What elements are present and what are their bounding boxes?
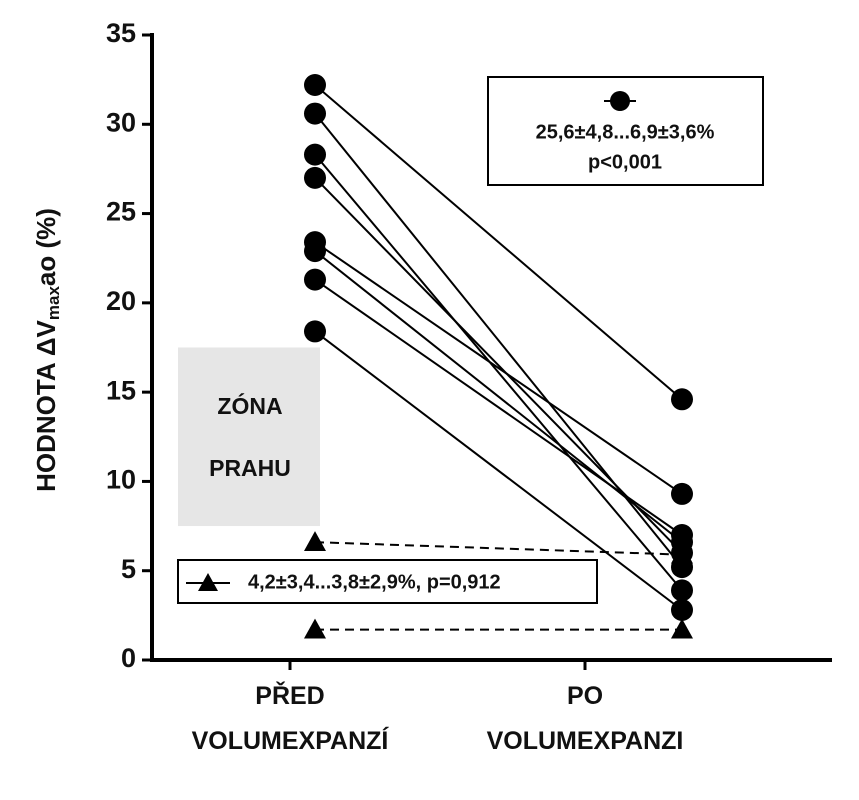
zone-label: ZÓNA [217, 392, 282, 419]
legend-symbol [610, 91, 630, 111]
threshold-zone [178, 347, 320, 527]
pair-line [314, 278, 683, 536]
legend-symbol [198, 573, 218, 591]
point [304, 618, 326, 639]
dashed-line [314, 541, 683, 556]
point [304, 240, 326, 263]
zone [178, 347, 320, 527]
x-tick-label: PŘED VOLUMEXPANZÍ [192, 680, 390, 755]
point [304, 102, 326, 125]
pair-line [314, 330, 683, 611]
pair-line [314, 84, 683, 401]
point [671, 482, 693, 505]
pair-line [314, 241, 683, 495]
y-label-tail: ao (%) [31, 208, 61, 286]
y-tick-label: 30 [106, 107, 136, 137]
point [304, 143, 326, 166]
y-tick-label: 0 [121, 643, 136, 673]
y-tick-label: 35 [106, 18, 136, 48]
point [671, 599, 693, 621]
point [304, 531, 326, 551]
y-label-sub: max [44, 286, 63, 321]
pair-line [314, 250, 683, 543]
point [671, 618, 693, 639]
point [671, 543, 693, 564]
annotation-text: p<0,001 [588, 151, 662, 173]
x-tick-label: PO VOLUMEXPANZI [487, 682, 684, 755]
point [304, 268, 326, 291]
annotation-text: 4,2±3,4...3,8±2,9%, p=0,912 [248, 571, 501, 593]
point [671, 388, 693, 411]
y-tick-label: 25 [106, 197, 136, 227]
point [671, 524, 693, 546]
zone-label: PRAHU [209, 455, 291, 481]
y-tick-label: 5 [121, 554, 136, 584]
point [671, 579, 693, 602]
annotation-box [177, 559, 598, 604]
y-axis-label: HODNOTA ΔVmaxao (%) [31, 208, 64, 492]
pair-line [314, 177, 683, 554]
y-tick-label: 20 [106, 286, 136, 316]
point [304, 166, 326, 189]
y-label-main: HODNOTA ΔV [31, 319, 61, 491]
point [304, 320, 326, 343]
annotation-text: 25,6±4,8...6,9±3,6% [536, 121, 715, 143]
point [304, 74, 326, 96]
pair-line [314, 153, 683, 592]
y-tick-label: 10 [106, 465, 136, 495]
y-tick-label: 15 [106, 375, 136, 405]
